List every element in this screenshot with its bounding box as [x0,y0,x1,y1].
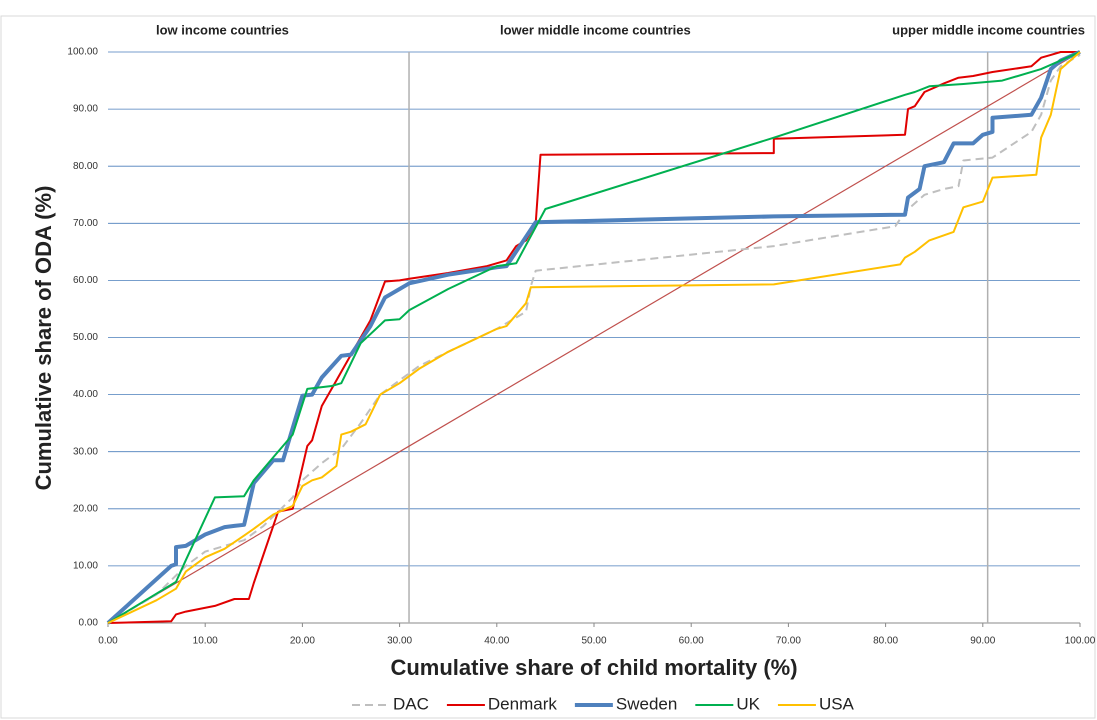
y-tick-label: 100.00 [67,47,98,58]
x-tick-label: 90.00 [970,636,995,647]
group-label: upper middle income countries [892,22,1085,37]
y-tick-label: 30.00 [73,446,98,457]
series-line [107,51,1081,624]
y-tick-label: 90.00 [73,104,98,115]
x-tick-label: 10.00 [193,636,218,647]
legend-label: UK [736,694,760,713]
series-line [107,51,1081,624]
legend-label: USA [819,694,855,713]
y-tick-label: 80.00 [73,161,98,172]
y-tick-label: 50.00 [73,332,98,343]
x-tick-label: 60.00 [679,636,704,647]
group-label: lower middle income countries [500,22,691,37]
legend-label: DAC [393,694,429,713]
x-tick-label: 30.00 [387,636,412,647]
chart-frame [0,15,1096,719]
series-line [107,54,1081,624]
y-tick-label: 10.00 [73,561,98,572]
x-tick-label: 20.00 [290,636,315,647]
series-line [106,50,1081,625]
x-tick-label: 40.00 [484,636,509,647]
y-tick-label: 40.00 [73,389,98,400]
series-line [107,51,1081,624]
y-axis-title: Cumulative share of ODA (%) [31,186,56,491]
x-tick-label: 50.00 [581,636,606,647]
x-tick-label: 0.00 [98,636,118,647]
legend-label: Sweden [616,694,677,713]
y-tick-label: 70.00 [73,218,98,229]
x-tick-label: 100.00 [1065,636,1096,647]
x-axis-title: Cumulative share of child mortality (%) [390,655,797,680]
y-tick-label: 0.00 [79,618,99,629]
y-tick-label: 20.00 [73,503,98,514]
legend-label: Denmark [488,694,557,713]
x-tick-label: 70.00 [776,636,801,647]
y-tick-label: 60.00 [73,275,98,286]
x-tick-label: 80.00 [873,636,898,647]
group-label: low income countries [156,22,289,37]
